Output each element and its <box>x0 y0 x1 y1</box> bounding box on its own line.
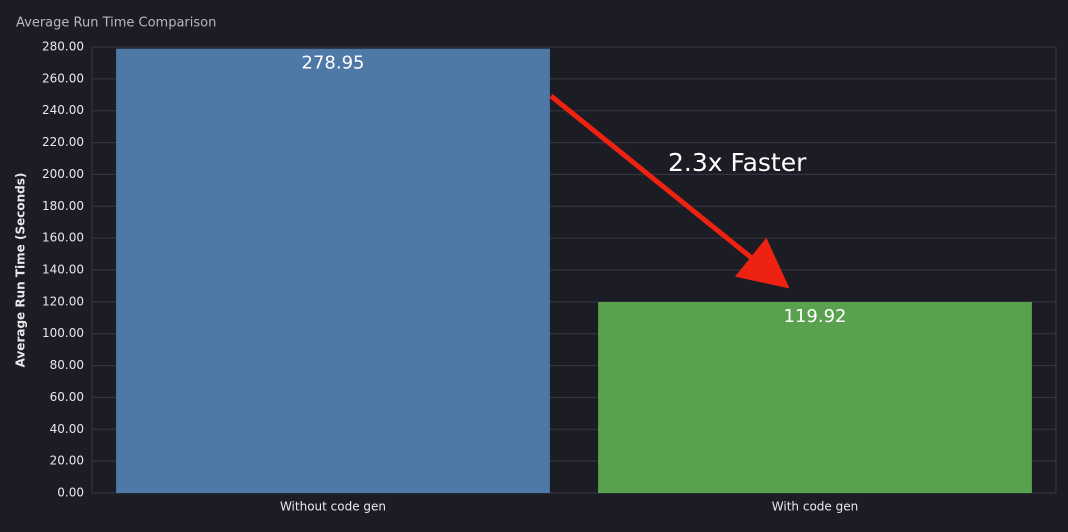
y-tick-label: 160.00 <box>42 231 84 245</box>
plot-border <box>91 46 1057 494</box>
y-axis-label: Average Run Time (Seconds) <box>14 173 28 368</box>
y-tick-label: 280.00 <box>42 40 84 54</box>
y-tick-label: 80.00 <box>50 358 84 372</box>
y-tick-label: 140.00 <box>42 263 84 277</box>
x-tick-label: Without code gen <box>280 500 386 514</box>
y-tick-label: 60.00 <box>50 390 84 404</box>
y-tick-label: 200.00 <box>42 167 84 181</box>
y-tick-label: 220.00 <box>42 135 84 149</box>
plot-area: 0.00 20.00 40.00 60.00 80.00 100.00 120.00 140.… <box>42 40 1057 514</box>
chart-title: Average Run Time Comparison <box>16 16 216 31</box>
bar <box>116 48 550 494</box>
arrow <box>549 94 790 289</box>
y-tick-label: 100.00 <box>42 326 84 340</box>
value-label: 119.92 <box>784 306 847 327</box>
y-tick-label: 180.00 <box>42 199 84 213</box>
annotation: 2.3x Faster <box>668 148 807 177</box>
value-label: 278.95 <box>302 53 365 74</box>
y-tick-label: 240.00 <box>42 103 84 117</box>
bar <box>598 301 1032 493</box>
y-tick-label: 20.00 <box>50 454 84 468</box>
y-tick-label: 120.00 <box>42 294 84 308</box>
y-tick-label: 260.00 <box>42 71 84 85</box>
y-tick-label: 40.00 <box>50 422 84 436</box>
y-tick-label: 0.00 <box>57 486 84 500</box>
x-tick-label: With code gen <box>772 500 858 514</box>
